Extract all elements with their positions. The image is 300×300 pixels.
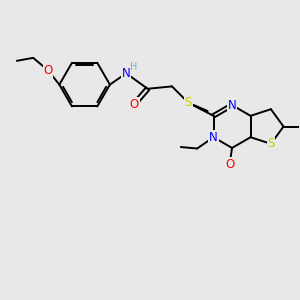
Text: S: S xyxy=(267,137,274,150)
Text: O: O xyxy=(44,64,53,77)
Text: O: O xyxy=(225,158,234,171)
Text: N: N xyxy=(228,99,236,112)
Text: O: O xyxy=(130,98,139,111)
Text: N: N xyxy=(209,131,218,144)
Text: H: H xyxy=(130,62,137,72)
Text: N: N xyxy=(122,67,130,80)
Text: S: S xyxy=(185,96,192,109)
